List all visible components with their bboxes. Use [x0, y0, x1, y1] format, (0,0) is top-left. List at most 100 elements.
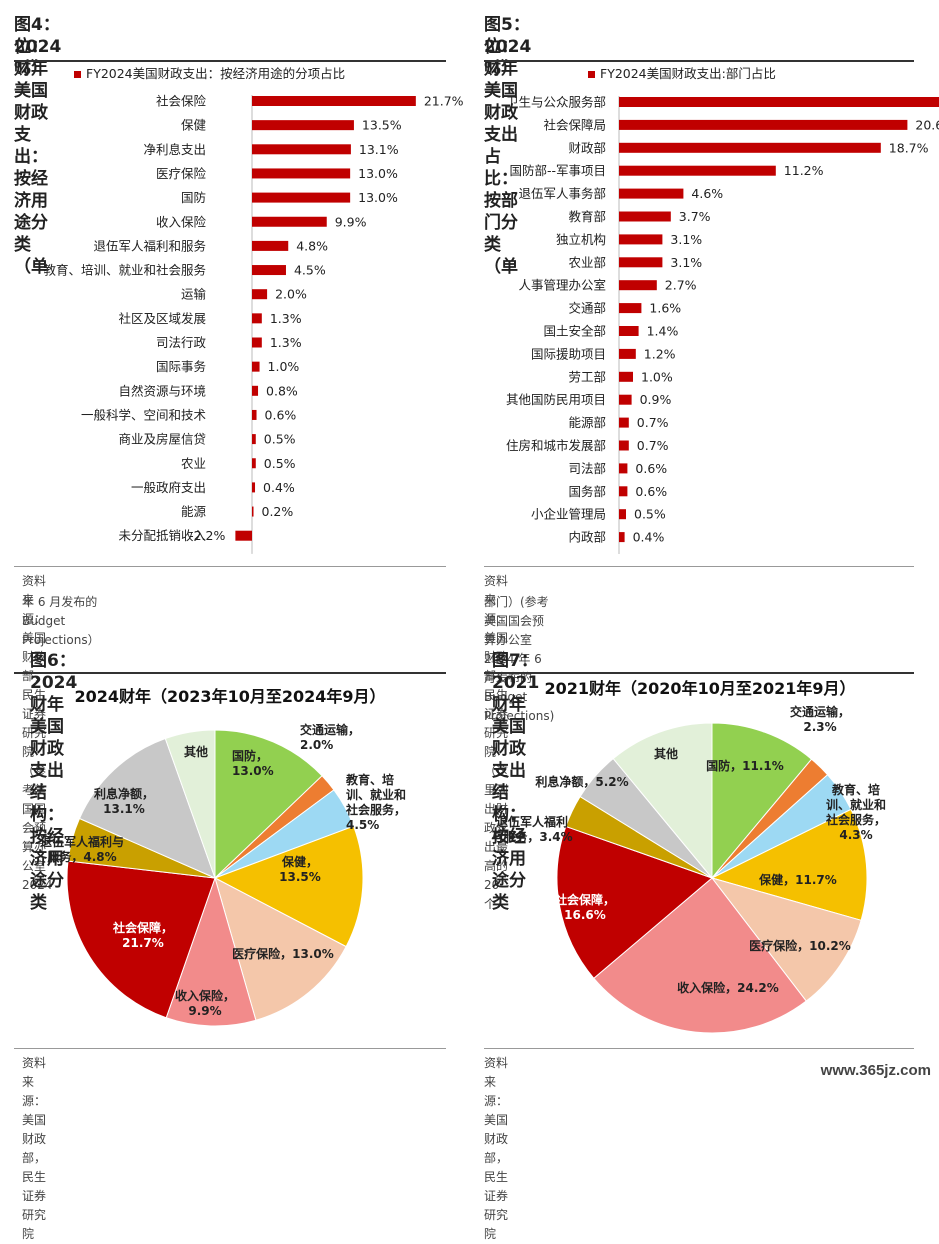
- fig4-data-label: 4.5%: [294, 263, 326, 278]
- fig7-slice-label: 社会保障， 16.6%: [554, 892, 615, 922]
- fig4-bar: [252, 240, 289, 251]
- fig4-data-label: 13.0%: [358, 166, 398, 181]
- fig5-bar: [619, 211, 671, 222]
- fig5-bar: [619, 440, 629, 451]
- fig5-category-label: 教育部: [568, 209, 606, 224]
- fig7-pie-slice: [710, 877, 862, 1002]
- fig5-data-label: 3.7%: [679, 209, 711, 224]
- fig7-source: 资料来源：美国财政部，民生证券研究院: [484, 1056, 509, 1241]
- fig4-data-label: 0.5%: [264, 456, 296, 471]
- fig6-pie-slice: [213, 825, 364, 948]
- fig4-source-line1: 资料来源：美国财政部，民生证券研究院（参考美国国会预算办公室 2024: [22, 574, 53, 892]
- fig5-data-label: 0.5%: [634, 507, 666, 522]
- fig5-source-line2: 部门）(参考美国国会预算办公室 2024 年 6 月发布的 Budget Pro…: [484, 595, 555, 723]
- fig5-bar: [619, 463, 628, 474]
- fig5-bar: [619, 417, 629, 428]
- fig4-data-label: 0.6%: [265, 407, 297, 422]
- fig6-slice-label: 教育、培训、就业和社会服务， 4.5%: [345, 772, 406, 832]
- fig5-category-label: 能源部: [568, 415, 606, 430]
- fig4-bar: [252, 96, 416, 106]
- fig5-category-label: 卫生与公众服务部: [506, 95, 606, 110]
- fig5-category-label: 国土安全部: [543, 324, 606, 339]
- fig5-bar: [619, 165, 776, 176]
- fig7-pie-slice: [710, 808, 868, 921]
- fig7-slice-label: 利息净额，5.2%: [535, 774, 628, 789]
- fig4-data-label: 0.4%: [263, 480, 295, 495]
- fig4-data-label: 21.7%: [424, 94, 464, 109]
- fig5-bar: [619, 532, 625, 543]
- fig4-category-label: 收入保险: [156, 214, 207, 229]
- fig4-bar: [235, 530, 252, 541]
- fig4-bar: [252, 409, 257, 420]
- fig4-data-label: 0.8%: [266, 383, 298, 398]
- fig4-bar: [252, 434, 256, 445]
- fig4-category-label: 司法行政: [156, 335, 207, 350]
- fig4-category-label: 教育、培训、就业和社会服务: [43, 263, 206, 278]
- fig4-source-line2: 年 6 月发布的 Budget Projections）: [22, 595, 100, 647]
- fig4-category-label: 社区及区域发展: [118, 311, 206, 326]
- fig4-bar: [252, 265, 286, 276]
- fig6-slice-label: 医疗保险，13.0%: [232, 946, 334, 961]
- fig5-category-label: 其他国防民用项目: [506, 392, 606, 407]
- fig6-slice-label: 社会保障， 21.7%: [112, 920, 173, 950]
- fig5-title-line2: 位：%）: [484, 37, 519, 79]
- fig5-bar: [619, 394, 632, 405]
- fig5-bar: [619, 188, 684, 199]
- fig7-slice-label: 其他: [654, 746, 678, 761]
- fig5-data-label: 0.6%: [635, 484, 667, 499]
- fig4-bar: [252, 192, 351, 203]
- fig5-title-rule: [484, 60, 914, 62]
- fig5-data-label: 1.6%: [649, 301, 681, 316]
- fig5-data-label: 0.7%: [637, 438, 669, 453]
- fig5-category-label: 小企业管理局: [531, 507, 606, 522]
- fig5-bar: [619, 509, 626, 520]
- fig5-bar-chart: FY2024美国财政支出:部门占比卫生与公众服务部25.7%社会保障局20.6%…: [506, 66, 939, 554]
- fig6-pie-slice: [165, 876, 257, 1027]
- fig5-category-label: 内政部: [568, 530, 606, 545]
- fig4-category-label: 自然资源与环境: [118, 383, 206, 398]
- fig5-data-label: 3.1%: [670, 255, 702, 270]
- fig5-category-label: 退伍军人事务部: [518, 186, 606, 201]
- fig5-category-label: 国际援助项目: [531, 346, 606, 361]
- fig6-source: 资料来源：美国财政部，民生证券研究院: [22, 1056, 47, 1241]
- fig6-slice-label: 利息净额， 13.1%: [94, 786, 154, 816]
- fig5-data-label: 2.7%: [665, 278, 697, 293]
- fig4-data-label: 0.2%: [262, 504, 294, 519]
- fig4-bar: [252, 482, 256, 493]
- fig7-source-rule: [484, 1048, 914, 1049]
- fig7-slice-label: 教育、培训、就业和社会服务， 4.3%: [825, 782, 886, 842]
- fig5-data-label: 0.4%: [633, 530, 665, 545]
- fig4-data-label: 13.0%: [358, 190, 398, 205]
- fig7-title-rule: [484, 672, 914, 674]
- fig6-pie-slice: [214, 877, 347, 1021]
- fig4-bar: [252, 216, 327, 227]
- fig4-category-label: 国际事务: [156, 359, 206, 374]
- fig4-data-label: 9.9%: [335, 214, 367, 229]
- fig6-source-rule: [14, 1048, 446, 1049]
- fig6-chart-title: 2024财年（2023年10月至2024年9月）: [75, 687, 386, 706]
- fig4-data-label: 1.3%: [270, 335, 302, 350]
- fig4-data-label: 13.5%: [362, 118, 402, 133]
- fig4-category-label: 净利息支出: [143, 142, 206, 157]
- fig5-bar: [619, 486, 628, 497]
- fig4-category-label: 农业: [181, 456, 206, 471]
- fig6-slice-label: 保健， 13.5%: [279, 854, 321, 884]
- fig5-category-label: 司法部: [568, 461, 606, 476]
- fig7-pie-chart: 2021财年（2020年10月至2021年9月） 国防，11.1% 交通运输， 2.3…: [491, 679, 886, 1034]
- fig6-slice-label: 其他: [184, 744, 208, 759]
- fig4-category-label: 未分配抵销收入: [118, 528, 206, 543]
- fig4-category-label: 一般科学、空间和技术: [81, 407, 207, 422]
- fig5-data-label: 20.6%: [915, 117, 939, 132]
- fig5-data-label: 18.7%: [889, 140, 929, 155]
- fig5-bar: [619, 234, 663, 245]
- fig6-slice-label: 退伍军人福利与服务，4.8%: [40, 834, 124, 864]
- fig5-category-label: 农业部: [568, 255, 606, 270]
- fig5-category-label: 人事管理办公室: [518, 278, 606, 293]
- fig4-title-line2: 位：%）: [14, 37, 49, 79]
- fig4-data-label: 0.5%: [264, 432, 296, 447]
- fig5-bar: [619, 119, 908, 130]
- fig4-data-label: 1.0%: [268, 359, 300, 374]
- fig5-category-label: 社会保障局: [543, 117, 606, 132]
- fig4-data-label: 2.0%: [275, 287, 307, 302]
